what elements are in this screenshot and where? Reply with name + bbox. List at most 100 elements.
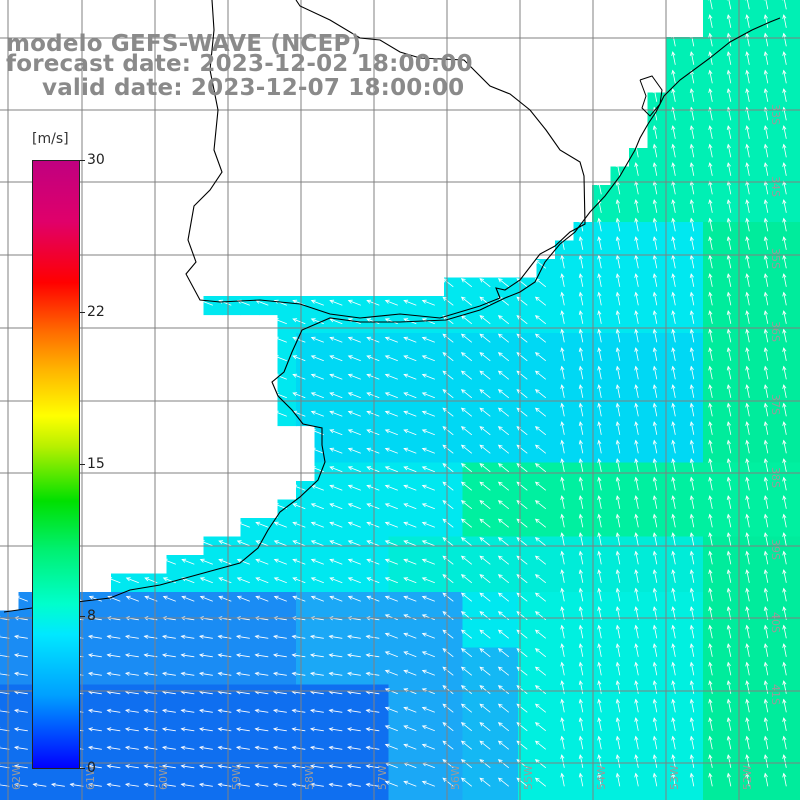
wind-arrow	[88, 595, 102, 602]
wind-speed-cell	[721, 795, 741, 800]
wind-speed-cell	[721, 555, 741, 575]
wind-arrow	[218, 558, 232, 565]
wind-speed-cell	[740, 148, 760, 168]
wind-speed-cell	[481, 444, 501, 464]
wind-speed-cell	[592, 610, 612, 630]
wind-arrow	[199, 577, 213, 584]
coastline-rio-de-la-plata-north	[185, 0, 586, 319]
wind-speed-cell	[166, 666, 186, 686]
wind-arrow	[708, 365, 713, 380]
wind-speed-cell	[222, 684, 242, 704]
wind-speed-cell	[629, 647, 649, 667]
wind-arrow	[0, 690, 10, 695]
wind-arrow	[671, 624, 676, 639]
wind-speed-cell	[684, 425, 704, 445]
wind-speed-cell	[370, 666, 390, 686]
wind-speed-cell	[795, 148, 800, 168]
wind-speed-cell	[0, 721, 20, 741]
wind-arrow	[365, 653, 380, 658]
wind-arrow	[763, 162, 769, 176]
wind-speed-cell	[555, 388, 575, 408]
wind-speed-cell	[666, 148, 686, 168]
wind-arrow	[671, 51, 676, 65]
wind-speed-cell	[592, 518, 612, 538]
wind-speed-cell	[518, 795, 538, 800]
wind-arrow	[745, 0, 750, 10]
wind-speed-cell	[703, 721, 723, 741]
wind-arrow	[615, 624, 621, 639]
wind-speed-cell	[481, 740, 501, 760]
wind-speed-cell	[758, 666, 778, 686]
wind-arrow	[255, 521, 269, 528]
wind-arrow	[745, 51, 750, 65]
wind-arrow	[560, 735, 565, 750]
wind-speed-cell	[777, 222, 797, 242]
wind-speed-cell	[758, 407, 778, 427]
wind-arrow	[615, 236, 621, 250]
wind-speed-cell	[240, 610, 260, 630]
wind-arrow	[689, 587, 695, 602]
wind-arrow	[292, 503, 306, 510]
wind-speed-cell	[721, 740, 741, 760]
wind-arrow	[782, 402, 787, 417]
wind-speed-cell	[148, 592, 168, 612]
wind-speed-cell	[666, 203, 686, 223]
wind-arrow	[708, 532, 713, 546]
wind-speed-cell	[240, 777, 260, 797]
wind-speed-cell	[592, 314, 612, 334]
wind-arrow	[329, 466, 343, 473]
wind-speed-cell	[777, 277, 797, 297]
wind-arrow	[615, 569, 621, 583]
wind-speed-cell	[259, 296, 279, 316]
wind-speed-cell	[555, 370, 575, 390]
wind-arrow	[671, 513, 676, 528]
wind-speed-cell	[795, 370, 800, 390]
wind-speed-cell	[777, 555, 797, 575]
wind-arrow	[597, 698, 602, 713]
wind-arrow	[479, 629, 491, 639]
wind-arrow	[578, 495, 584, 509]
wind-speed-cell	[795, 222, 800, 242]
wind-speed-cell	[481, 314, 501, 334]
wind-speed-cell	[684, 462, 704, 482]
wind-speed-cell	[148, 573, 168, 593]
wind-speed-cell	[444, 499, 464, 519]
wind-speed-cell	[795, 129, 800, 149]
wind-arrow	[217, 745, 232, 750]
wind-arrow	[273, 336, 287, 343]
wind-speed-cell	[111, 777, 131, 797]
wind-speed-cell	[240, 703, 260, 723]
wind-speed-cell	[166, 629, 186, 649]
wind-speed-cell	[333, 795, 353, 800]
wind-speed-cell	[777, 333, 797, 353]
wind-speed-cell	[684, 758, 704, 778]
wind-arrow	[69, 782, 84, 787]
wind-arrow	[782, 384, 787, 398]
wind-speed-cell	[351, 592, 371, 612]
wind-speed-cell	[296, 314, 316, 334]
wind-arrow	[652, 735, 658, 750]
wind-speed-cell	[185, 647, 205, 667]
wind-speed-cell	[351, 555, 371, 575]
wind-speed-cell	[795, 592, 800, 612]
wind-speed-cell	[518, 740, 538, 760]
wind-arrow	[460, 518, 473, 528]
wind-speed-cell	[277, 592, 297, 612]
wind-arrow	[745, 643, 750, 657]
wind-speed-cell	[684, 647, 704, 667]
wind-speed-cell	[610, 370, 630, 390]
wind-arrow	[560, 365, 565, 380]
wind-speed-cell	[370, 740, 390, 760]
wind-speed-cell	[481, 777, 501, 797]
wind-speed-cell	[666, 129, 686, 149]
wind-arrow	[726, 69, 732, 84]
wind-arrow	[14, 745, 28, 750]
wind-speed-cell	[703, 314, 723, 334]
colorbar-tick-mark	[79, 464, 85, 465]
wind-speed-cell	[370, 388, 390, 408]
wind-speed-cell	[777, 795, 797, 800]
wind-arrow	[689, 402, 695, 417]
wind-speed-cell	[351, 499, 371, 519]
wind-arrow	[763, 217, 769, 232]
wind-speed-cell	[499, 333, 519, 353]
